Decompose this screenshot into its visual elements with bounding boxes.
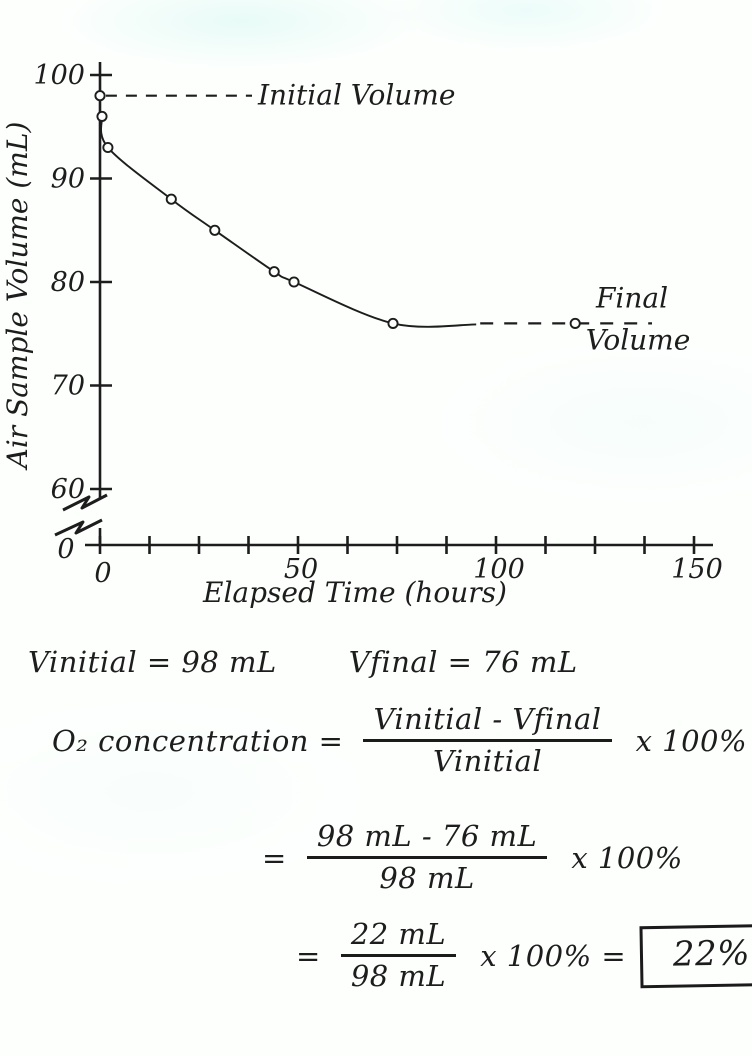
- final-answer-box: 22%: [639, 923, 752, 989]
- v-final-value: Vfinal = 76 mL: [348, 645, 578, 679]
- x-axis-ticks: 0 50 100 150: [94, 536, 723, 589]
- data-point: [569, 317, 581, 329]
- data-point: [387, 317, 399, 329]
- data-point: [96, 110, 108, 122]
- y-tick-label: 80: [51, 267, 85, 298]
- y-tick-label: 90: [51, 164, 85, 195]
- formula-numerator: Vinitial - Vfinal: [363, 702, 612, 743]
- formula-denominator: Vinitial: [432, 744, 543, 779]
- calc-o2-formula: O₂ concentration = Vinitial - Vfinal Vin…: [52, 702, 748, 779]
- volume-vs-time-chart: 100 90 80 70 60 0 50 100 150 Initial Volume Fina…: [1, 60, 723, 609]
- result-numerator: 22 mL: [340, 917, 457, 958]
- calc-result: = 22 mL 98 mL x 100% = 22%: [296, 917, 752, 994]
- equals-sign: =: [296, 938, 321, 973]
- substitution-times-100: x 100%: [571, 840, 683, 875]
- result-fraction: 22 mL 98 mL: [340, 917, 457, 994]
- v-initial-value: Vinitial = 98 mL: [28, 645, 277, 679]
- data-point: [268, 266, 280, 278]
- result-denominator: 98 mL: [350, 959, 447, 994]
- axis-break-mark-upper: [62, 493, 108, 512]
- substitution-denominator: 98 mL: [379, 861, 475, 896]
- x-tick-label: 0: [94, 558, 111, 589]
- final-volume-label: Final Volume: [586, 281, 691, 356]
- data-point: [102, 141, 114, 154]
- data-point: [209, 224, 221, 236]
- origin-label: 0: [57, 534, 74, 565]
- data-points: [94, 90, 581, 329]
- initial-volume-label: Initial Volume: [257, 79, 455, 112]
- equals-sign: =: [262, 840, 287, 875]
- y-tick-label: 100: [33, 60, 85, 91]
- y-tick-label: 70: [51, 371, 85, 402]
- substitution-numerator: 98 mL - 76 mL: [306, 819, 548, 860]
- formula-fraction: Vinitial - Vfinal Vinitial: [363, 702, 612, 779]
- x-tick-label: 100: [473, 554, 525, 585]
- formula-times-100: x 100%: [635, 723, 748, 758]
- y-axis-ticks: 100 90 80 70 60: [33, 60, 112, 505]
- calc-substitution: = 98 mL - 76 mL 98 mL x 100%: [262, 819, 683, 896]
- y-axis-label: Air Sample Volume (mL): [1, 122, 34, 472]
- data-point: [165, 193, 177, 205]
- o2-concentration-lhs: O₂ concentration =: [52, 723, 344, 758]
- chart-annotations: Initial Volume Final Volume: [257, 79, 690, 357]
- x-axis-label: Elapsed Time (hours): [202, 576, 507, 609]
- substitution-fraction: 98 mL - 76 mL 98 mL: [306, 819, 548, 896]
- y-tick-label: 60: [51, 474, 85, 505]
- x-tick-label: 50: [284, 554, 318, 585]
- result-times-100-equals: x 100% =: [480, 938, 627, 973]
- data-point: [94, 90, 106, 102]
- trend-curve: [100, 116, 477, 328]
- chart-lines: [100, 94, 652, 328]
- calc-given-values: Vinitial = 98 mL Vfinal = 76 mL: [28, 645, 578, 679]
- data-point: [288, 276, 300, 288]
- axis-break-mark-lower: [54, 518, 103, 537]
- x-tick-label: 150: [671, 554, 723, 585]
